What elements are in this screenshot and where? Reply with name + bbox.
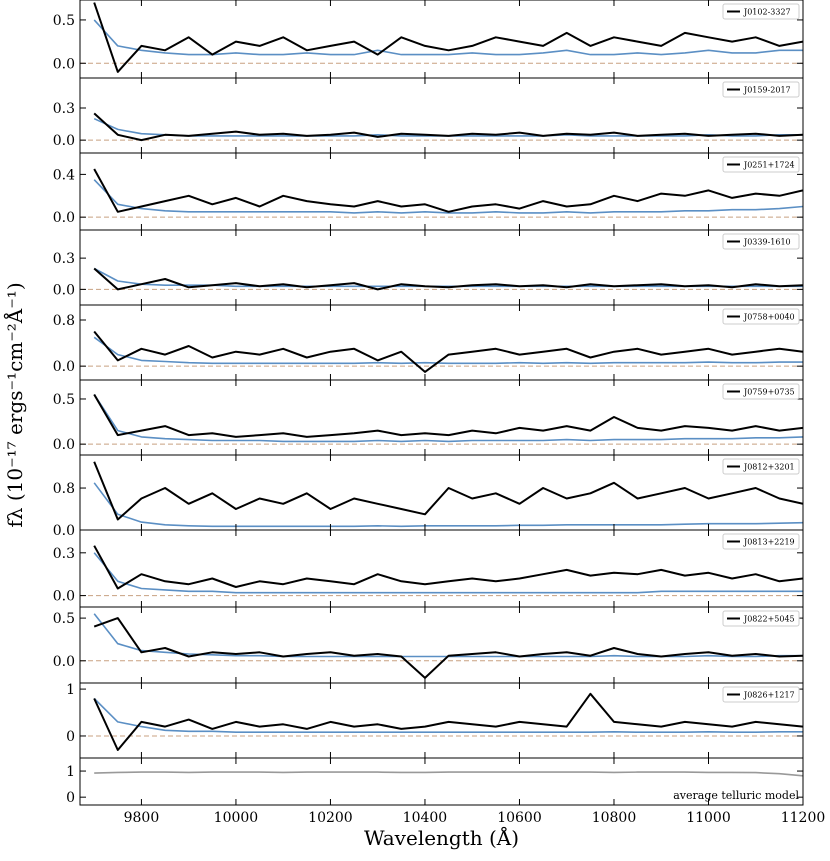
panel <box>80 692 803 751</box>
panel <box>80 330 803 373</box>
y-tick-label: 0.3 <box>53 546 75 562</box>
legend-box <box>722 233 800 250</box>
panel-frame <box>79 304 804 381</box>
spectrum-line <box>93 336 803 365</box>
legend-box <box>722 81 800 98</box>
legend-label: J0822+5045 <box>743 615 795 624</box>
legend-box <box>722 458 800 475</box>
y-axis-label: fλ (10⁻¹⁷ ergs⁻¹cm⁻²Å⁻¹) <box>2 282 27 527</box>
spectrum-line <box>94 771 803 777</box>
spectrum-line <box>93 179 803 214</box>
y-tick-label: 0.0 <box>53 523 75 539</box>
y-tick-label: 0.3 <box>53 101 75 117</box>
x-axis-label: Wavelength (Å) <box>364 825 519 850</box>
y-tick-label: 0.0 <box>53 359 75 375</box>
panel <box>80 545 803 597</box>
y-tick-label: 1 <box>66 682 75 698</box>
panel <box>80 2 803 73</box>
legend-label: J0826+1217 <box>743 691 795 700</box>
panel-frame <box>79 0 804 79</box>
legend-label: J0159-2017 <box>743 86 791 95</box>
legend-label: J0813+2219 <box>743 538 795 547</box>
spectrum-line <box>93 330 803 373</box>
legend-label: J0759+0735 <box>743 388 795 397</box>
panel <box>80 168 803 218</box>
legend-label: J0251+1724 <box>743 161 795 170</box>
legend-box <box>722 3 800 20</box>
legend-label: J0758+0040 <box>743 313 795 322</box>
legend-box <box>722 533 800 550</box>
x-tick-label: 11000 <box>686 810 731 826</box>
spectrum-line <box>93 552 803 594</box>
y-tick-label: 0.0 <box>53 654 75 670</box>
y-tick-label: 0.0 <box>53 589 75 605</box>
x-tick-label: 10600 <box>497 810 542 826</box>
panel <box>94 771 803 777</box>
x-tick-label: 9800 <box>124 810 160 826</box>
spectrum-line <box>93 393 803 438</box>
y-tick-label: 0.8 <box>53 313 75 329</box>
y-tick-label: 0.0 <box>53 210 75 226</box>
y-tick-label: 0.5 <box>53 392 75 408</box>
panel-frame <box>79 152 804 231</box>
spectrum-line <box>93 267 803 288</box>
y-tick-label: 0.5 <box>53 611 75 627</box>
panel <box>93 461 803 528</box>
legend-box <box>722 383 800 400</box>
x-tick-label: 10200 <box>308 810 353 826</box>
y-tick-label: 0.0 <box>53 282 75 298</box>
y-tick-label: 0.3 <box>53 251 75 267</box>
spectrum-line <box>93 613 803 658</box>
y-tick-label: 0.0 <box>53 133 75 149</box>
y-tick-label: 0.8 <box>53 481 75 497</box>
x-tick-label: 10800 <box>592 810 637 826</box>
y-tick-label: 0.0 <box>53 437 75 453</box>
spectrum-line <box>93 697 803 733</box>
y-tick-label: 0.4 <box>53 167 75 183</box>
y-tick-label: 0 <box>66 790 75 806</box>
spectrum-line <box>93 267 803 291</box>
spectrum-line <box>93 112 803 142</box>
spectrum-line <box>93 117 803 137</box>
legend-box <box>722 610 800 627</box>
panel <box>80 112 803 142</box>
x-tick-label: 10000 <box>214 810 259 826</box>
legend-label: J0339-1610 <box>743 238 791 247</box>
panel <box>80 267 803 291</box>
spectrum-line <box>93 617 803 679</box>
y-tick-label: 1 <box>66 764 75 780</box>
spectrum-line <box>93 2 803 73</box>
panel <box>80 393 803 445</box>
spectrum-line <box>93 482 803 528</box>
spectrum-line <box>93 461 803 521</box>
x-tick-label: 11200 <box>781 810 826 826</box>
legend-box <box>722 156 800 173</box>
y-tick-label: 0.5 <box>53 13 75 29</box>
legend-label: J0102-3327 <box>743 8 791 17</box>
spectrum-line <box>93 692 803 751</box>
spectrum-line <box>93 545 803 590</box>
spectrum-line <box>93 394 803 443</box>
spectrum-line <box>93 168 803 213</box>
y-tick-label: 0.0 <box>53 56 75 72</box>
panel-frame <box>79 606 804 684</box>
legend-box <box>722 308 800 325</box>
legend-box <box>722 686 800 703</box>
panel-frame <box>79 77 804 154</box>
panel-frame <box>79 229 804 306</box>
panel <box>80 613 803 679</box>
legend-label: J0812+3201 <box>743 463 795 472</box>
x-tick-label: 10400 <box>403 810 448 826</box>
y-tick-label: 0 <box>66 729 75 745</box>
annotation: average telluric model <box>673 789 799 802</box>
panel-frame <box>79 757 804 806</box>
